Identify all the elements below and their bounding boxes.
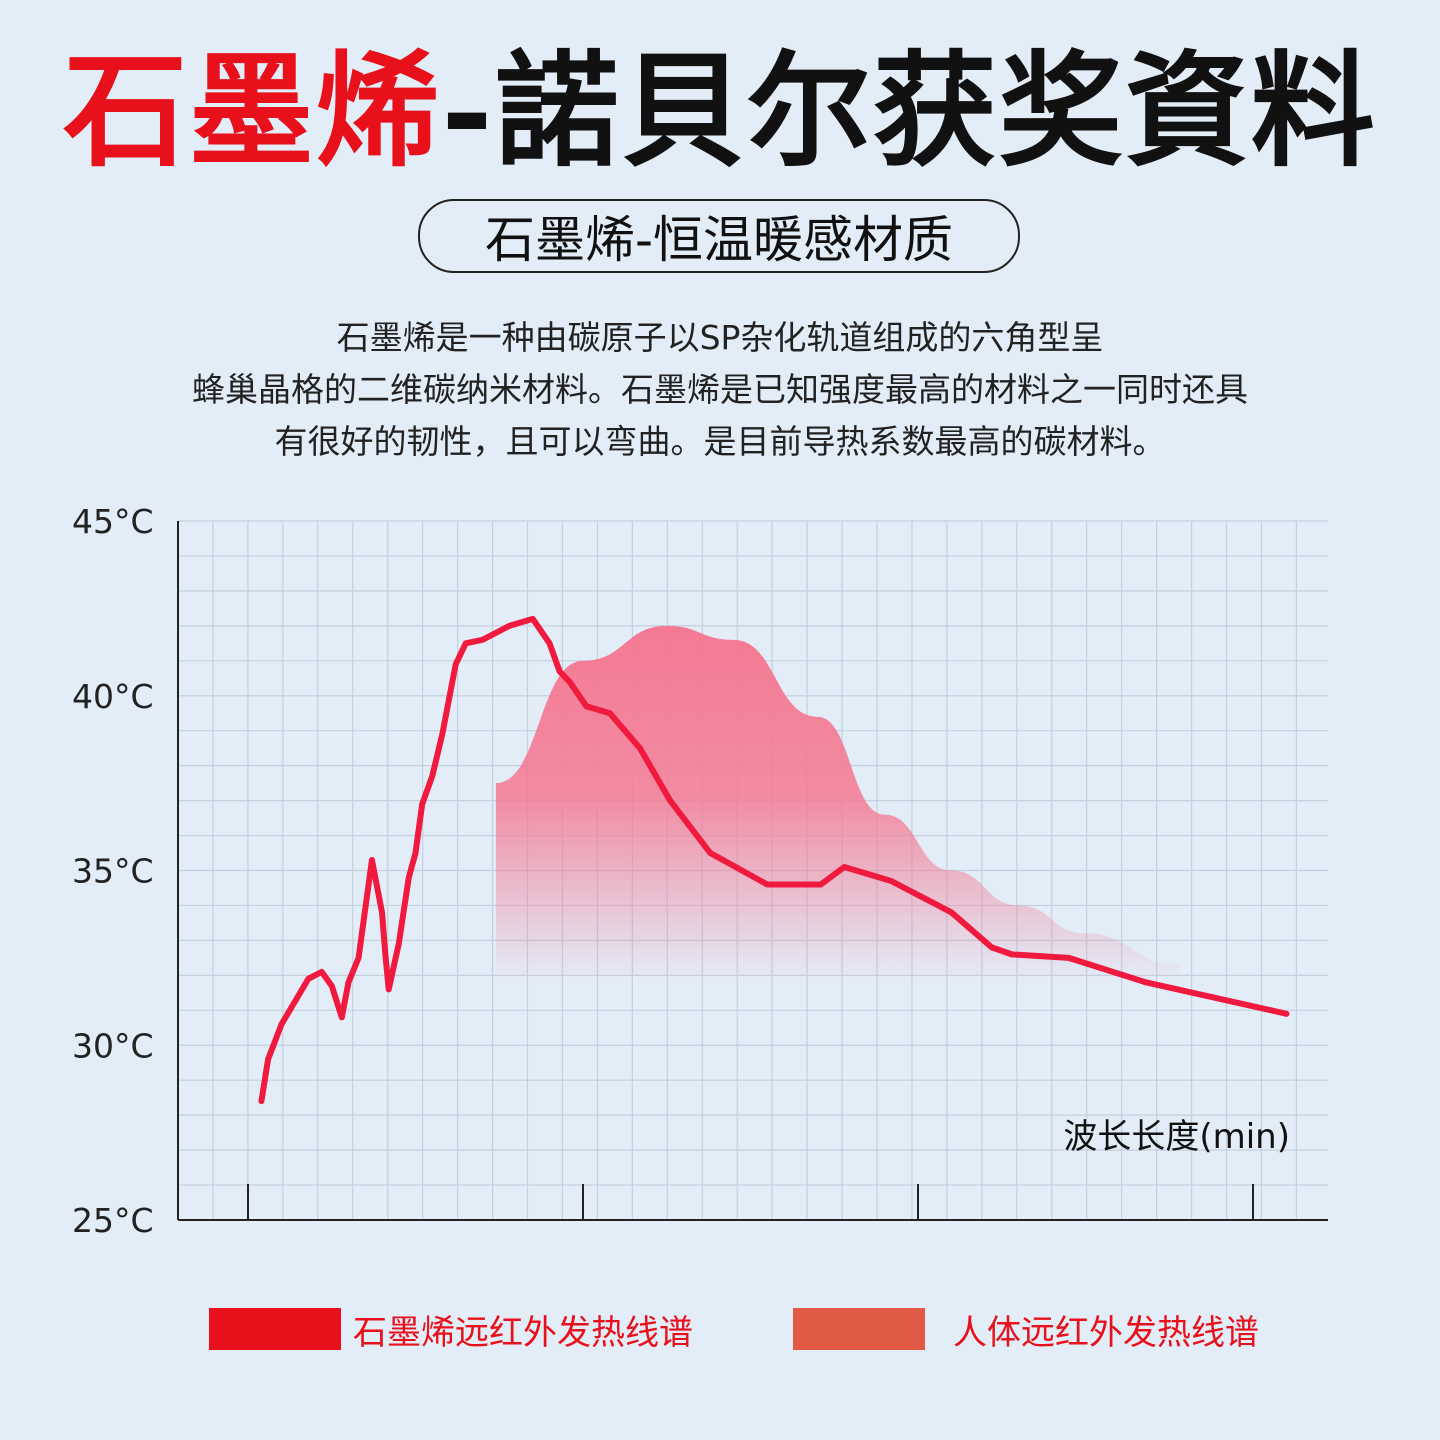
graphene-data-point <box>305 976 311 982</box>
description-line: 石墨烯是一种由碳原子以SP杂化轨道组成的六角型呈 <box>336 318 1104 357</box>
temperature-chart: 45°C40°C35°C30°C25°C6μm6μm6μm6μm波长长度(min… <box>72 502 1328 1240</box>
graphene-data-point <box>419 801 425 807</box>
graphene-data-point <box>530 616 536 622</box>
graphene-data-point <box>319 969 325 975</box>
subtitle-text: 石墨烯-恒温暖感材质 <box>484 211 954 269</box>
legend-label-body: 人体远红外发热线谱 <box>953 1312 1259 1353</box>
graphene-data-point <box>841 864 847 870</box>
graphene-data-point <box>453 661 459 667</box>
graphene-data-point <box>989 944 995 950</box>
legend-body: 人体远红外发热线谱 <box>793 1308 1259 1353</box>
graphene-data-point <box>345 979 352 985</box>
description: 石墨烯是一种由碳原子以SP杂化轨道组成的六角型呈 蜂巢晶格的二维碳纳米材料。石墨… <box>0 312 1440 468</box>
subtitle-pill: 石墨烯-恒温暖感材质 <box>418 199 1020 273</box>
graphene-data-point <box>567 679 573 685</box>
legend-label-graphene: 石墨烯远红外发热线谱 <box>353 1312 693 1353</box>
graphene-data-point <box>546 640 553 646</box>
graphene-data-point <box>583 703 589 709</box>
y-tick-label: 35°C <box>72 852 154 891</box>
graphene-data-point <box>1066 955 1072 961</box>
description-line: 有很好的韧性，且可以弯曲。是目前导热系数最高的碳材料。 <box>274 422 1166 461</box>
graphene-data-point <box>667 798 673 804</box>
graphene-data-point <box>1009 951 1015 957</box>
graphene-data-point <box>265 1056 271 1062</box>
chart-labels: 45°C40°C35°C30°C25°C6μm6μm6μm6μm波长长度(min… <box>72 502 1290 1240</box>
graphene-data-point <box>888 878 894 884</box>
graphene-data-point <box>506 623 512 629</box>
x-axis-label: 波长长度(min) <box>1063 1117 1290 1157</box>
description-line: 蜂巢晶格的二维碳纳米材料。石墨烯是已知强度最高的材料之一同时还具 <box>192 370 1248 409</box>
legend-swatch-graphene <box>209 1308 341 1350</box>
y-tick-label: 40°C <box>72 677 154 716</box>
graphene-data-point <box>1143 979 1149 985</box>
chart-axes <box>177 521 1328 1221</box>
y-tick-label: 25°C <box>72 1201 154 1240</box>
y-tick-label: 30°C <box>72 1026 154 1065</box>
y-tick-label: 45°C <box>72 502 154 541</box>
graphene-data-point <box>948 909 955 916</box>
title-highlight: 石墨烯 <box>63 39 442 184</box>
title-rest: -諾貝尔获奖資料 <box>441 39 1377 184</box>
graphene-data-point <box>369 857 375 863</box>
graphene-data-point <box>339 1014 345 1020</box>
graphene-data-point <box>406 874 412 881</box>
graphene-line-path <box>258 615 1290 1105</box>
graphene-data-point <box>379 909 385 916</box>
graphene-data-point <box>764 881 770 888</box>
legend-swatch-body <box>793 1308 925 1350</box>
graphene-data-point <box>463 640 469 646</box>
graphene-data-point <box>396 941 402 947</box>
graphene-data-point <box>637 745 643 751</box>
body-spectrum-area <box>495 625 1180 983</box>
body-spectrum-fill <box>495 625 1180 983</box>
graphene-data-point <box>412 850 419 856</box>
page-title: 石墨烯-諾貝尔获奖資料 <box>0 42 1440 182</box>
graphene-data-point <box>607 710 613 716</box>
legend-graphene: 石墨烯远红外发热线谱 <box>209 1308 693 1353</box>
graphene-data-point <box>479 637 486 643</box>
graphene-data-point <box>1283 1011 1290 1017</box>
graphene-data-point <box>355 955 362 961</box>
graphene-data-point <box>258 1098 264 1104</box>
graphene-data-point <box>386 986 392 992</box>
graphene-data-point <box>439 731 445 737</box>
graphene-data-point <box>278 1021 285 1027</box>
graphene-data-point <box>556 668 563 674</box>
graphene-data-point <box>382 951 388 957</box>
graphene-spectrum-line <box>258 615 1290 1105</box>
graphene-data-point <box>818 881 824 888</box>
graphene-data-point <box>707 850 713 856</box>
graphene-data-point <box>429 773 435 779</box>
graphene-data-point <box>329 983 335 989</box>
